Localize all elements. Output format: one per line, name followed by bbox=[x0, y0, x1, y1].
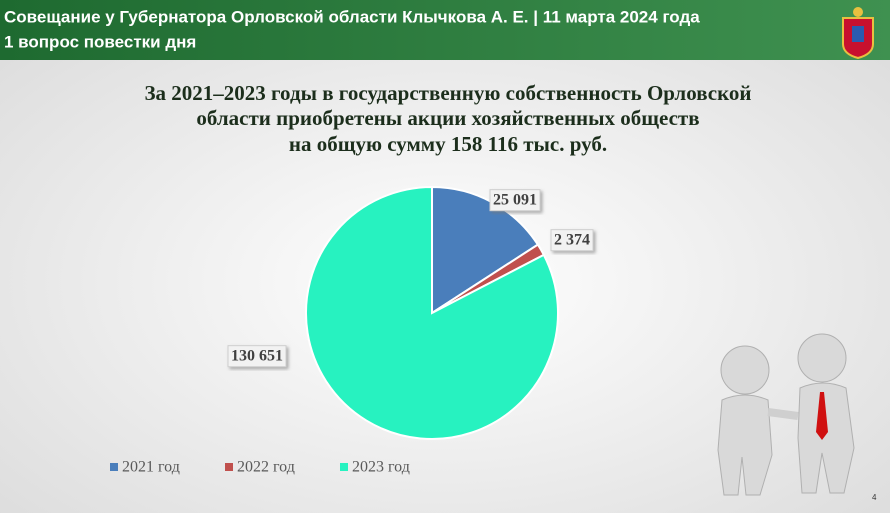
chart-title: на общую сумму 158 116 тыс. руб. bbox=[289, 132, 607, 156]
page-number: 4 bbox=[872, 493, 877, 502]
legend-swatch bbox=[110, 463, 118, 471]
pie-slice bbox=[305, 185, 559, 440]
data-label: 25 091 bbox=[493, 192, 537, 209]
header-title: Совещание у Губернатора Орловской област… bbox=[4, 7, 700, 26]
legend-swatch bbox=[340, 463, 348, 471]
chart-title: За 2021–2023 годы в государственную собс… bbox=[144, 81, 751, 105]
legend-label: 2023 год bbox=[352, 459, 410, 476]
data-label-box bbox=[489, 189, 541, 212]
legend: 2021 год 2022 год 2023 год bbox=[110, 459, 410, 476]
chart-title: области приобретены акции хозяйственных … bbox=[196, 106, 699, 130]
header-subtitle: 1 вопрос повестки дня bbox=[4, 32, 196, 51]
data-label-box bbox=[550, 229, 594, 252]
emblem bbox=[842, 7, 874, 60]
legend-label: 2021 год bbox=[122, 459, 180, 476]
data-label: 130 651 bbox=[231, 348, 283, 365]
data-label-box bbox=[227, 345, 287, 368]
legend-label: 2022 год bbox=[237, 459, 295, 476]
header-band bbox=[0, 0, 890, 60]
data-label: 2 374 bbox=[554, 232, 590, 249]
pie: 25 091 2 374 130 651 bbox=[227, 185, 594, 440]
legend-swatch bbox=[225, 463, 233, 471]
handshake-illustration bbox=[717, 333, 855, 496]
